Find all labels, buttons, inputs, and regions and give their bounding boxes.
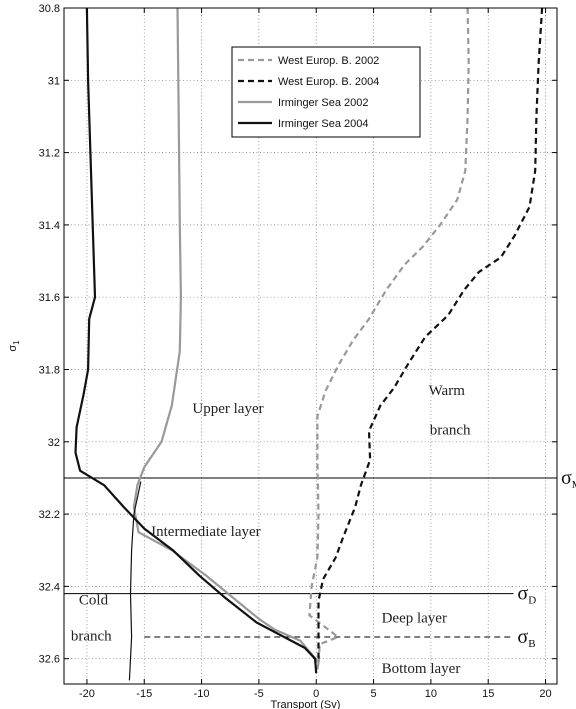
region-label: Warm [429, 383, 466, 399]
sigma-subscript: B [528, 638, 535, 650]
x-tick-label: -20 [79, 688, 95, 700]
axis-ticks: -20 -15 -10 -5 0 5 10 15 20 30.8 31 31.2 31.4 31.6 31.… [39, 3, 557, 700]
sigma-subscript: D [528, 595, 536, 607]
y-tick-label: 32.2 [39, 509, 60, 521]
x-tick-label: -5 [254, 688, 264, 700]
x-tick-label: 15 [482, 688, 494, 700]
y-tick-label: 31.6 [39, 292, 60, 304]
y-tick-label: 30.8 [39, 3, 60, 15]
y-tick-label: 31.4 [39, 220, 60, 232]
region-label: Upper layer [192, 401, 263, 417]
x-tick-label: 10 [425, 688, 437, 700]
y-axis-title-subscript: 1 [12, 340, 21, 345]
legend-label: Irminger Sea 2002 [278, 97, 369, 109]
series-line [128, 481, 142, 681]
y-tick-label: 31 [48, 75, 60, 87]
sigma-label: σB [517, 626, 535, 650]
x-axis-title: Transport (Sv) [271, 699, 341, 709]
reference-lines [64, 477, 557, 638]
series-lines [74, 7, 544, 681]
series-line [74, 7, 318, 674]
region-label: branch [430, 423, 471, 439]
x-tick-label: 0 [313, 688, 319, 700]
legend: West Europ. B. 2002 West Europ. B. 2004 Ir… [231, 46, 421, 138]
y-tick-label: 32.4 [39, 581, 60, 593]
x-tick-label: -15 [136, 688, 152, 700]
region-label: branch [71, 629, 112, 645]
x-tick-label: 5 [370, 688, 376, 700]
plot-frame [63, 7, 558, 685]
sigma-label: σMOC [561, 467, 576, 491]
x-tick-label: 20 [539, 688, 551, 700]
legend-label: West Europ. B. 2004 [278, 76, 379, 88]
series-line [317, 7, 544, 659]
y-tick-label: 32 [48, 437, 60, 449]
y-tick-label: 32.6 [39, 654, 60, 666]
annotations: σMOCσDσBUpper layerWarmbranchIntermediat… [71, 383, 576, 677]
sigma-subscript: MOC [572, 479, 576, 491]
y-axis-title: σ1 [7, 340, 21, 352]
legend-label: West Europ. B. 2002 [278, 55, 379, 67]
x-tick-label: -10 [194, 688, 210, 700]
series-line [308, 7, 470, 666]
region-label: Deep layer [382, 611, 447, 627]
region-label: Bottom layer [382, 661, 461, 677]
region-label: Intermediate layer [151, 524, 261, 540]
y-tick-label: 31.8 [39, 364, 60, 376]
legend-label: Irminger Sea 2004 [278, 118, 369, 130]
region-label: Cold [79, 592, 109, 608]
y-tick-label: 31.2 [39, 148, 60, 160]
